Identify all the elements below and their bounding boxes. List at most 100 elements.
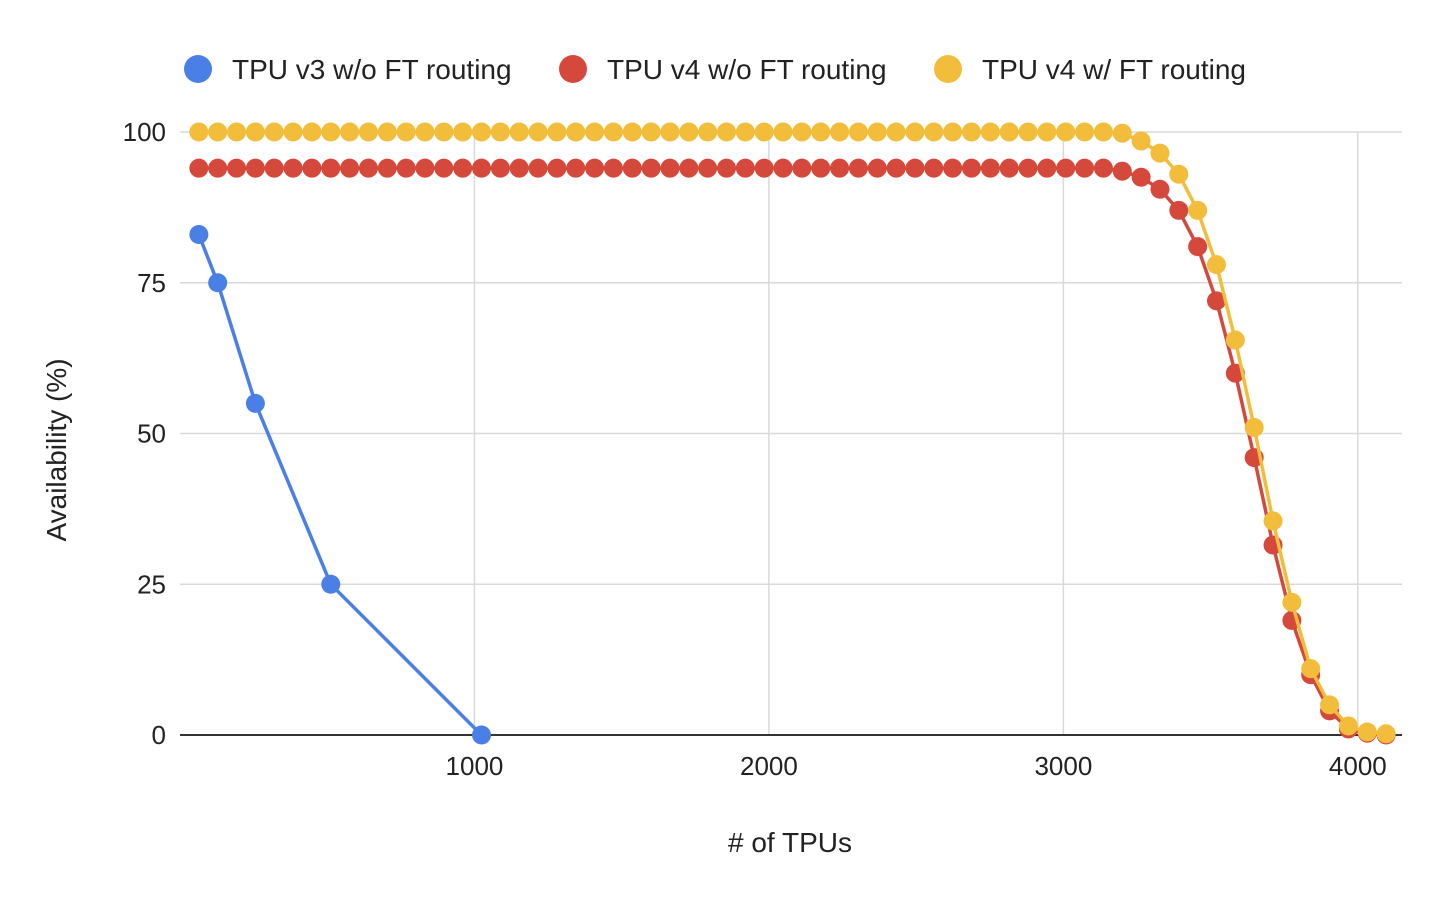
data-point bbox=[830, 122, 850, 142]
data-point bbox=[189, 158, 209, 178]
legend-label: TPU v4 w/o FT routing bbox=[607, 54, 887, 85]
data-point bbox=[264, 122, 284, 142]
data-point bbox=[453, 158, 473, 178]
data-point bbox=[227, 122, 247, 142]
data-point bbox=[490, 122, 510, 142]
data-point bbox=[811, 158, 831, 178]
data-point bbox=[396, 122, 416, 142]
data-point bbox=[622, 158, 642, 178]
data-point bbox=[1188, 200, 1208, 220]
data-point bbox=[189, 225, 209, 245]
data-point bbox=[585, 122, 605, 142]
data-point bbox=[453, 122, 473, 142]
data-point bbox=[848, 122, 868, 142]
data-point bbox=[321, 574, 341, 594]
grid-lines bbox=[180, 131, 1402, 735]
data-point bbox=[264, 158, 284, 178]
data-point bbox=[434, 122, 454, 142]
data-point bbox=[735, 158, 755, 178]
data-point bbox=[245, 158, 265, 178]
y-tick-label: 50 bbox=[137, 419, 166, 449]
data-point bbox=[472, 158, 492, 178]
data-point bbox=[603, 158, 623, 178]
legend-item: TPU v4 w/o FT routing bbox=[559, 54, 887, 85]
data-point bbox=[1225, 330, 1245, 350]
data-point bbox=[208, 158, 228, 178]
data-point bbox=[547, 122, 567, 142]
data-point bbox=[1075, 122, 1095, 142]
data-point bbox=[754, 122, 774, 142]
x-axis-title: # of TPUs bbox=[728, 827, 852, 858]
data-point bbox=[943, 158, 963, 178]
data-point bbox=[754, 158, 774, 178]
data-point bbox=[340, 158, 360, 178]
data-point bbox=[886, 158, 906, 178]
data-point bbox=[245, 393, 265, 413]
data-point bbox=[717, 122, 737, 142]
y-axis-title: Availability (%) bbox=[41, 358, 72, 541]
data-point bbox=[340, 122, 360, 142]
data-point bbox=[698, 158, 718, 178]
data-point bbox=[1112, 161, 1132, 181]
data-point bbox=[641, 122, 661, 142]
data-point bbox=[1018, 122, 1038, 142]
data-point bbox=[509, 122, 529, 142]
legend-marker bbox=[184, 55, 212, 83]
data-point bbox=[227, 158, 247, 178]
data-point bbox=[1263, 511, 1283, 531]
axes: 0 25 50 75 100 1000 2000 3000 4000 bbox=[123, 117, 1402, 781]
data-point bbox=[1093, 158, 1113, 178]
data-point bbox=[735, 122, 755, 142]
data-point bbox=[1206, 255, 1226, 275]
data-point bbox=[1301, 659, 1321, 679]
legend-item: TPU v3 w/o FT routing bbox=[184, 54, 512, 85]
legend-label: TPU v4 w/ FT routing bbox=[982, 54, 1246, 85]
y-tick-label: 100 bbox=[123, 117, 166, 147]
y-tick-label: 75 bbox=[137, 268, 166, 298]
series-3 bbox=[189, 122, 1396, 744]
data-point bbox=[962, 158, 982, 178]
data-point bbox=[1376, 724, 1396, 744]
data-point bbox=[283, 158, 303, 178]
data-point bbox=[321, 122, 341, 142]
data-point bbox=[509, 158, 529, 178]
x-tick-label: 4000 bbox=[1329, 751, 1387, 781]
data-point bbox=[980, 122, 1000, 142]
data-point bbox=[603, 122, 623, 142]
y-tick-label: 0 bbox=[152, 720, 166, 750]
data-point bbox=[358, 122, 378, 142]
data-point bbox=[415, 158, 435, 178]
data-point bbox=[679, 122, 699, 142]
data-point bbox=[547, 158, 567, 178]
data-point bbox=[773, 158, 793, 178]
legend-label: TPU v3 w/o FT routing bbox=[232, 54, 512, 85]
series-line bbox=[197, 232, 484, 737]
data-point bbox=[208, 273, 228, 293]
data-point bbox=[528, 122, 548, 142]
data-point bbox=[622, 122, 642, 142]
legend-marker bbox=[559, 55, 587, 83]
data-point bbox=[434, 158, 454, 178]
data-point bbox=[1188, 237, 1208, 257]
data-point bbox=[717, 158, 737, 178]
data-point bbox=[528, 158, 548, 178]
data-point bbox=[1056, 122, 1076, 142]
data-point bbox=[962, 122, 982, 142]
data-point bbox=[1282, 592, 1302, 612]
series-line bbox=[197, 166, 1388, 737]
data-point bbox=[792, 122, 812, 142]
data-point bbox=[924, 122, 944, 142]
x-tick-label: 1000 bbox=[446, 751, 504, 781]
data-point bbox=[566, 122, 586, 142]
data-point bbox=[1357, 722, 1377, 742]
x-tick-label: 2000 bbox=[740, 751, 798, 781]
data-point bbox=[905, 122, 925, 142]
data-point bbox=[660, 122, 680, 142]
data-point bbox=[886, 122, 906, 142]
data-point bbox=[1037, 122, 1057, 142]
legend-item: TPU v4 w/ FT routing bbox=[934, 54, 1246, 85]
data-point bbox=[773, 122, 793, 142]
data-point bbox=[999, 158, 1019, 178]
data-point bbox=[1112, 123, 1132, 143]
